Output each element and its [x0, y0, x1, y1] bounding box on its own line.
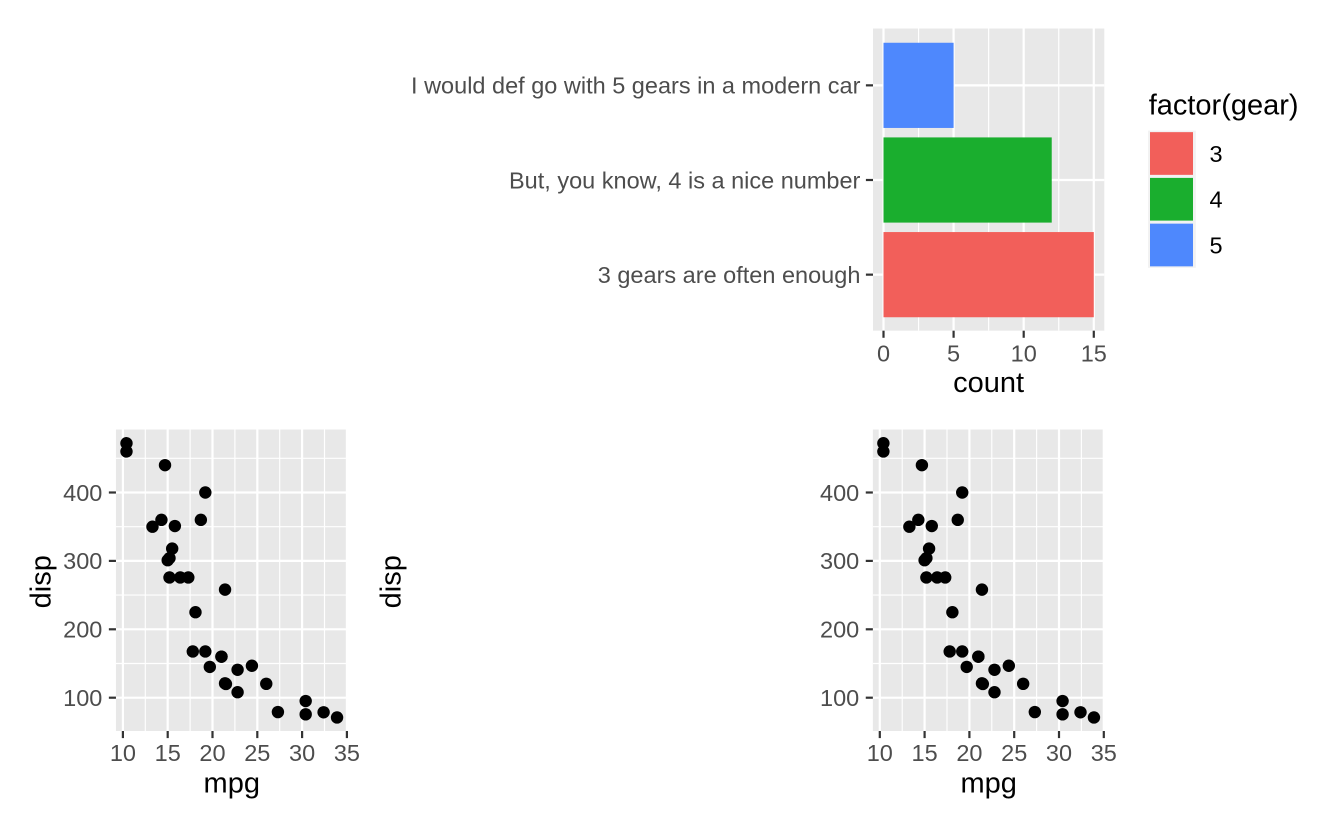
svg-text:5: 5 — [1210, 232, 1223, 258]
svg-text:300: 300 — [63, 548, 102, 574]
svg-text:10: 10 — [1011, 340, 1037, 366]
svg-text:15: 15 — [1081, 340, 1107, 366]
svg-text:mpg: mpg — [204, 768, 260, 800]
svg-text:count: count — [953, 367, 1024, 399]
svg-text:35: 35 — [334, 740, 360, 766]
svg-text:25: 25 — [1001, 740, 1027, 766]
svg-text:disp: disp — [376, 555, 408, 608]
svg-text:15: 15 — [155, 740, 181, 766]
svg-text:3: 3 — [1210, 141, 1223, 167]
svg-text:35: 35 — [1091, 740, 1117, 766]
svg-text:disp: disp — [26, 555, 58, 608]
svg-text:10: 10 — [110, 740, 136, 766]
svg-text:20: 20 — [956, 740, 982, 766]
svg-text:0: 0 — [877, 340, 890, 366]
svg-text:mpg: mpg — [960, 768, 1016, 800]
svg-text:200: 200 — [63, 617, 102, 643]
svg-text:200: 200 — [820, 617, 859, 643]
svg-text:But, you know, 4 is a nice num: But, you know, 4 is a nice number — [509, 167, 861, 193]
svg-text:20: 20 — [199, 740, 225, 766]
svg-text:300: 300 — [820, 548, 859, 574]
svg-text:4: 4 — [1210, 187, 1223, 213]
svg-text:15: 15 — [912, 740, 938, 766]
svg-text:5: 5 — [947, 340, 960, 366]
svg-text:400: 400 — [63, 480, 102, 506]
svg-text:10: 10 — [867, 740, 893, 766]
svg-text:25: 25 — [244, 740, 270, 766]
svg-text:3 gears are often enough: 3 gears are often enough — [598, 262, 861, 288]
svg-text:I would def go with 5 gears in: I would def go with 5 gears in a modern … — [411, 73, 861, 99]
svg-text:400: 400 — [820, 480, 859, 506]
svg-text:factor(gear): factor(gear) — [1149, 90, 1299, 122]
svg-text:30: 30 — [289, 740, 315, 766]
svg-text:100: 100 — [63, 685, 102, 711]
svg-text:100: 100 — [820, 685, 859, 711]
svg-text:30: 30 — [1046, 740, 1072, 766]
